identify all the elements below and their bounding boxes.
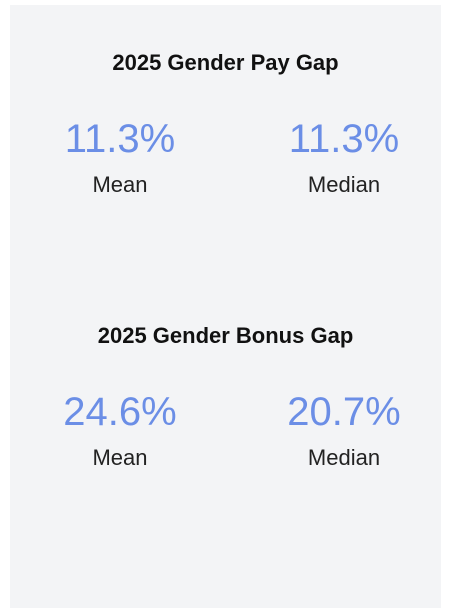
stat-row: 24.6% Mean 20.7% Median xyxy=(10,389,441,489)
stat: 24.6% Mean xyxy=(40,389,200,471)
stat-label: Median xyxy=(307,172,381,197)
stat-label: Median xyxy=(307,445,381,470)
section-title: 2025 Gender Pay Gap xyxy=(112,50,339,75)
section: 2025 Gender Pay Gap 11.3% Mean 11.3% Median xyxy=(10,50,441,216)
stat-label: Mean xyxy=(92,172,148,197)
stat-value: 11.3% xyxy=(64,117,176,161)
stat-label: Mean xyxy=(92,445,148,470)
stat-value: 11.3% xyxy=(288,117,400,161)
section-title: 2025 Gender Bonus Gap xyxy=(97,323,354,348)
stat-value: 24.6% xyxy=(63,390,177,434)
stat-row: 11.3% Mean 11.3% Median xyxy=(10,116,441,216)
card: 2025 Gender Pay Gap 11.3% Mean 11.3% Median 2… xyxy=(10,5,441,608)
stat: 11.3% Mean xyxy=(40,116,200,198)
stat-value: 20.7% xyxy=(287,390,401,434)
stat: 11.3% Median xyxy=(264,116,424,198)
section: 2025 Gender Bonus Gap 24.6% Mean 20.7% Media… xyxy=(10,323,441,489)
stat: 20.7% Median xyxy=(264,389,424,471)
